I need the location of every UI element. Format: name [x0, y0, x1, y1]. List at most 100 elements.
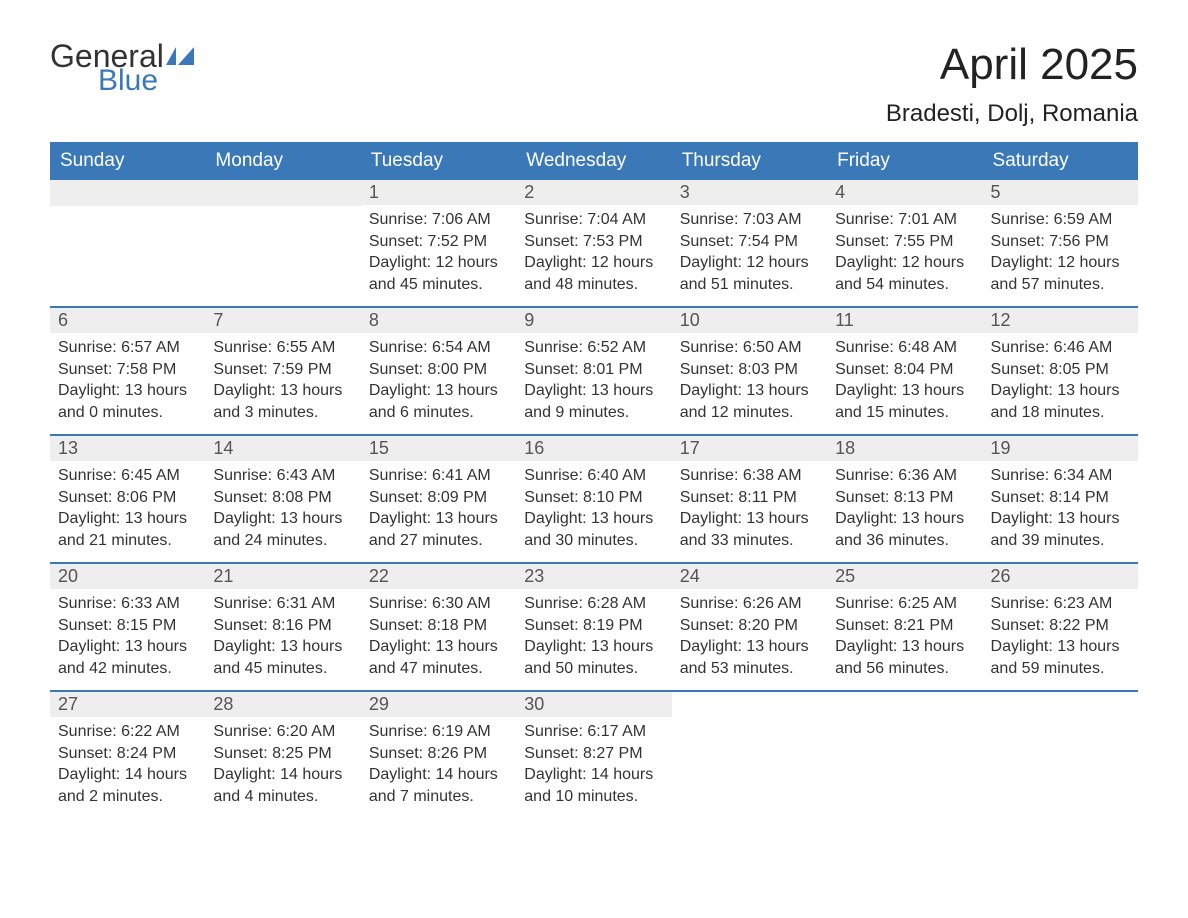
day-body: Sunrise: 7:03 AMSunset: 7:54 PMDaylight:…: [672, 205, 827, 303]
day-body: Sunrise: 6:22 AMSunset: 8:24 PMDaylight:…: [50, 717, 205, 815]
day-number: 6: [50, 308, 205, 333]
day-body: Sunrise: 6:59 AMSunset: 7:56 PMDaylight:…: [983, 205, 1138, 303]
day-body: Sunrise: 6:34 AMSunset: 8:14 PMDaylight:…: [983, 461, 1138, 559]
calendar-day-cell: 15Sunrise: 6:41 AMSunset: 8:09 PMDayligh…: [361, 435, 516, 563]
day-body: Sunrise: 6:25 AMSunset: 8:21 PMDaylight:…: [827, 589, 982, 687]
calendar-day-cell: 4Sunrise: 7:01 AMSunset: 7:55 PMDaylight…: [827, 179, 982, 307]
sunrise-text: Sunrise: 6:48 AM: [835, 337, 974, 359]
day-header: Friday: [827, 143, 982, 179]
logo-text-blue: Blue: [98, 66, 194, 96]
daylight-text: Daylight: 13 hours and 56 minutes.: [835, 636, 974, 679]
sunrise-text: Sunrise: 6:22 AM: [58, 721, 197, 743]
sunset-text: Sunset: 8:05 PM: [991, 359, 1130, 381]
calendar-day-cell: 14Sunrise: 6:43 AMSunset: 8:08 PMDayligh…: [205, 435, 360, 563]
day-body: Sunrise: 6:54 AMSunset: 8:00 PMDaylight:…: [361, 333, 516, 431]
day-number: 22: [361, 564, 516, 589]
sunrise-text: Sunrise: 6:23 AM: [991, 593, 1130, 615]
calendar-week-row: 20Sunrise: 6:33 AMSunset: 8:15 PMDayligh…: [50, 563, 1138, 691]
sunrise-text: Sunrise: 6:43 AM: [213, 465, 352, 487]
sunset-text: Sunset: 8:03 PM: [680, 359, 819, 381]
calendar-day-cell: 16Sunrise: 6:40 AMSunset: 8:10 PMDayligh…: [516, 435, 671, 563]
day-number: 21: [205, 564, 360, 589]
calendar-day-cell: 30Sunrise: 6:17 AMSunset: 8:27 PMDayligh…: [516, 691, 671, 819]
sunrise-text: Sunrise: 7:01 AM: [835, 209, 974, 231]
daylight-text: Daylight: 14 hours and 4 minutes.: [213, 764, 352, 807]
daylight-text: Daylight: 13 hours and 33 minutes.: [680, 508, 819, 551]
day-number: 13: [50, 436, 205, 461]
day-body: Sunrise: 6:43 AMSunset: 8:08 PMDaylight:…: [205, 461, 360, 559]
daylight-text: Daylight: 13 hours and 30 minutes.: [524, 508, 663, 551]
sunset-text: Sunset: 8:18 PM: [369, 615, 508, 637]
calendar-day-cell: 8Sunrise: 6:54 AMSunset: 8:00 PMDaylight…: [361, 307, 516, 435]
day-number: 28: [205, 692, 360, 717]
calendar-week-row: 1Sunrise: 7:06 AMSunset: 7:52 PMDaylight…: [50, 179, 1138, 307]
day-number: 3: [672, 180, 827, 205]
sunset-text: Sunset: 8:20 PM: [680, 615, 819, 637]
day-body: Sunrise: 6:38 AMSunset: 8:11 PMDaylight:…: [672, 461, 827, 559]
calendar-day-cell: 19Sunrise: 6:34 AMSunset: 8:14 PMDayligh…: [983, 435, 1138, 563]
calendar-day-cell: 5Sunrise: 6:59 AMSunset: 7:56 PMDaylight…: [983, 179, 1138, 307]
sunset-text: Sunset: 8:24 PM: [58, 743, 197, 765]
sunrise-text: Sunrise: 6:19 AM: [369, 721, 508, 743]
day-body: Sunrise: 7:01 AMSunset: 7:55 PMDaylight:…: [827, 205, 982, 303]
calendar-day-cell: 28Sunrise: 6:20 AMSunset: 8:25 PMDayligh…: [205, 691, 360, 819]
daylight-text: Daylight: 13 hours and 6 minutes.: [369, 380, 508, 423]
calendar-day-cell: 18Sunrise: 6:36 AMSunset: 8:13 PMDayligh…: [827, 435, 982, 563]
day-body: Sunrise: 6:48 AMSunset: 8:04 PMDaylight:…: [827, 333, 982, 431]
daylight-text: Daylight: 12 hours and 57 minutes.: [991, 252, 1130, 295]
day-body: Sunrise: 6:30 AMSunset: 8:18 PMDaylight:…: [361, 589, 516, 687]
calendar-day-cell: [983, 691, 1138, 819]
sunset-text: Sunset: 7:53 PM: [524, 231, 663, 253]
daylight-text: Daylight: 13 hours and 39 minutes.: [991, 508, 1130, 551]
day-body: Sunrise: 6:26 AMSunset: 8:20 PMDaylight:…: [672, 589, 827, 687]
calendar-week-row: 6Sunrise: 6:57 AMSunset: 7:58 PMDaylight…: [50, 307, 1138, 435]
day-body: Sunrise: 6:28 AMSunset: 8:19 PMDaylight:…: [516, 589, 671, 687]
sunrise-text: Sunrise: 6:36 AM: [835, 465, 974, 487]
sunrise-text: Sunrise: 6:54 AM: [369, 337, 508, 359]
daylight-text: Daylight: 12 hours and 54 minutes.: [835, 252, 974, 295]
sunrise-text: Sunrise: 6:40 AM: [524, 465, 663, 487]
calendar-day-cell: [50, 179, 205, 307]
sunrise-text: Sunrise: 6:41 AM: [369, 465, 508, 487]
sunrise-text: Sunrise: 6:34 AM: [991, 465, 1130, 487]
calendar-day-cell: 27Sunrise: 6:22 AMSunset: 8:24 PMDayligh…: [50, 691, 205, 819]
sunset-text: Sunset: 8:13 PM: [835, 487, 974, 509]
sunrise-text: Sunrise: 6:17 AM: [524, 721, 663, 743]
day-body: Sunrise: 6:46 AMSunset: 8:05 PMDaylight:…: [983, 333, 1138, 431]
day-number: 4: [827, 180, 982, 205]
sunset-text: Sunset: 8:06 PM: [58, 487, 197, 509]
daylight-text: Daylight: 13 hours and 3 minutes.: [213, 380, 352, 423]
sunset-text: Sunset: 8:11 PM: [680, 487, 819, 509]
sunset-text: Sunset: 8:04 PM: [835, 359, 974, 381]
sunset-text: Sunset: 8:08 PM: [213, 487, 352, 509]
sunrise-text: Sunrise: 6:59 AM: [991, 209, 1130, 231]
calendar-day-cell: 12Sunrise: 6:46 AMSunset: 8:05 PMDayligh…: [983, 307, 1138, 435]
page-title: April 2025: [940, 40, 1138, 90]
day-body: Sunrise: 6:55 AMSunset: 7:59 PMDaylight:…: [205, 333, 360, 431]
daylight-text: Daylight: 12 hours and 48 minutes.: [524, 252, 663, 295]
calendar-day-cell: 10Sunrise: 6:50 AMSunset: 8:03 PMDayligh…: [672, 307, 827, 435]
day-number: 17: [672, 436, 827, 461]
day-header: Sunday: [50, 143, 205, 179]
day-number: 12: [983, 308, 1138, 333]
calendar-day-cell: 29Sunrise: 6:19 AMSunset: 8:26 PMDayligh…: [361, 691, 516, 819]
day-number: 7: [205, 308, 360, 333]
calendar-day-cell: 11Sunrise: 6:48 AMSunset: 8:04 PMDayligh…: [827, 307, 982, 435]
calendar-day-cell: 1Sunrise: 7:06 AMSunset: 7:52 PMDaylight…: [361, 179, 516, 307]
day-body: Sunrise: 7:04 AMSunset: 7:53 PMDaylight:…: [516, 205, 671, 303]
calendar-day-cell: 22Sunrise: 6:30 AMSunset: 8:18 PMDayligh…: [361, 563, 516, 691]
day-body: Sunrise: 6:31 AMSunset: 8:16 PMDaylight:…: [205, 589, 360, 687]
day-header: Monday: [205, 143, 360, 179]
day-number: 26: [983, 564, 1138, 589]
sunrise-text: Sunrise: 6:46 AM: [991, 337, 1130, 359]
sunrise-text: Sunrise: 7:06 AM: [369, 209, 508, 231]
day-number: 14: [205, 436, 360, 461]
sunrise-text: Sunrise: 6:20 AM: [213, 721, 352, 743]
day-body: Sunrise: 7:06 AMSunset: 7:52 PMDaylight:…: [361, 205, 516, 303]
sunrise-text: Sunrise: 6:50 AM: [680, 337, 819, 359]
daylight-text: Daylight: 14 hours and 10 minutes.: [524, 764, 663, 807]
day-number: 20: [50, 564, 205, 589]
sunrise-text: Sunrise: 6:26 AM: [680, 593, 819, 615]
day-body: Sunrise: 6:20 AMSunset: 8:25 PMDaylight:…: [205, 717, 360, 815]
calendar-day-cell: 3Sunrise: 7:03 AMSunset: 7:54 PMDaylight…: [672, 179, 827, 307]
